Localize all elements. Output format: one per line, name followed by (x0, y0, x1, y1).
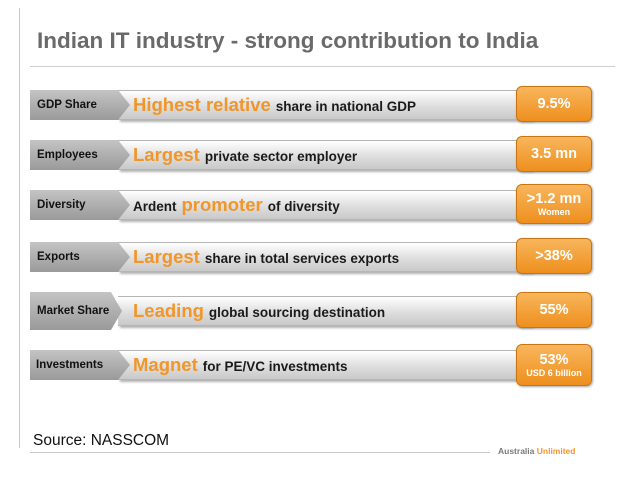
row-label: Diversity (30, 190, 130, 220)
row-label: Market Share (30, 292, 122, 330)
brand-part-2: Unlimited (536, 446, 576, 456)
footer-rule (30, 452, 490, 453)
statement-text: share in total services exports (204, 251, 400, 266)
statement-highlight: Highest relative (133, 94, 271, 115)
value-sub: USD 6 billion (526, 367, 582, 378)
value-main: 3.5 mn (531, 146, 577, 162)
statement-highlight: Leading (133, 300, 204, 321)
row-label: Investments (30, 350, 130, 380)
statement-text: private sector employer (204, 149, 358, 164)
statement-highlight: promoter (181, 194, 263, 215)
statement-bar (118, 296, 534, 326)
row-label: Exports (30, 242, 130, 272)
source-note: Source: NASSCOM (33, 432, 170, 449)
statement: Largest private sector employer (133, 140, 357, 170)
statement-prefix: Ardent (133, 199, 177, 214)
row-gdp-share: GDP Share Highest relative share in nati… (30, 86, 620, 130)
value-badge: 53% USD 6 billion (516, 344, 592, 386)
statement-bar (118, 140, 534, 170)
title-divider (30, 66, 615, 67)
statement: Leading global sourcing destination (133, 296, 385, 326)
statement-highlight: Largest (133, 144, 200, 165)
page-title: Indian IT industry - strong contribution… (37, 28, 539, 53)
statement-highlight: Magnet (133, 354, 198, 375)
value-main: 55% (539, 302, 569, 318)
row-market-share: Market Share Leading global sourcing des… (30, 292, 620, 336)
statement: Magnet for PE/VC investments (133, 350, 348, 380)
value-badge: 3.5 mn (516, 136, 592, 172)
statement-bar (118, 90, 534, 120)
row-label: GDP Share (30, 90, 130, 120)
value-badge: 55% (516, 292, 592, 328)
value-main: >1.2 mn (526, 190, 582, 207)
brand-part-1: Australia (498, 446, 537, 456)
row-diversity: Diversity Ardent promoter of diversity >… (30, 184, 620, 230)
brand-logo-text: Australia Unlimited (498, 446, 575, 456)
statement-bar (118, 190, 534, 220)
statement-text: of diversity (267, 199, 340, 214)
row-label: Employees (30, 140, 130, 170)
statement: Highest relative share in national GDP (133, 90, 416, 120)
statement-text: share in national GDP (275, 99, 417, 114)
statement-highlight: Largest (133, 246, 200, 267)
row-exports: Exports Largest share in total services … (30, 238, 620, 282)
statement-text: global sourcing destination (208, 305, 386, 320)
statement: Ardent promoter of diversity (133, 190, 340, 220)
value-badge: 9.5% (516, 86, 592, 122)
row-investments: Investments Magnet for PE/VC investments… (30, 344, 620, 390)
value-badge: >1.2 mn Women (516, 184, 592, 224)
value-badge: >38% (516, 238, 592, 274)
row-employees: Employees Largest private sector employe… (30, 136, 620, 180)
value-main: 9.5% (537, 96, 571, 112)
statement-text: for PE/VC investments (202, 359, 348, 374)
statement: Largest share in total services exports (133, 242, 399, 272)
statement-bar (118, 350, 534, 380)
value-main: >38% (535, 248, 573, 264)
statement-bar (118, 242, 534, 272)
value-sub: Women (537, 206, 571, 217)
value-main: 53% (539, 351, 569, 368)
left-vertical-rule (19, 8, 20, 448)
